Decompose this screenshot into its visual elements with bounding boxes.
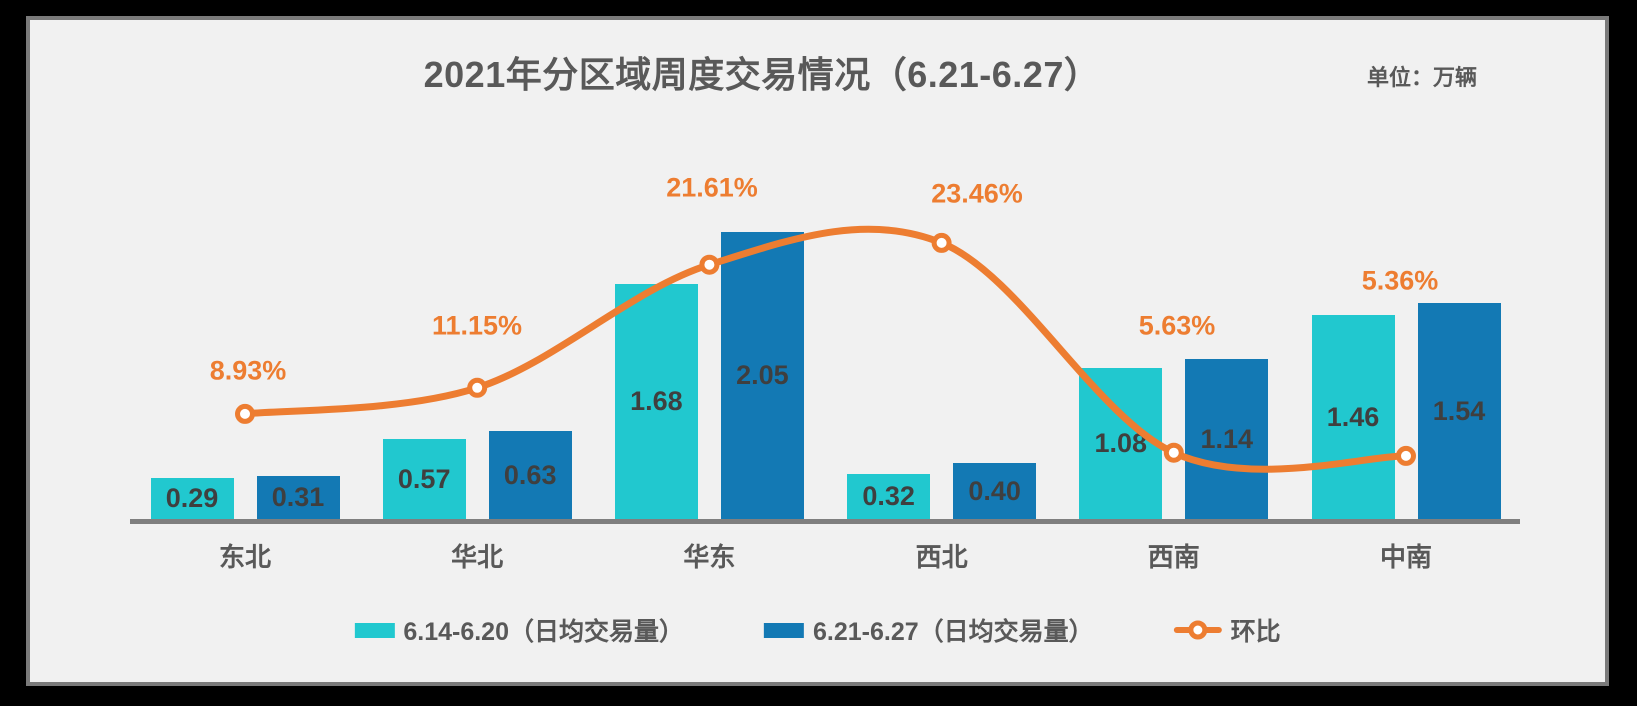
legend-item-ratio[interactable]: 环比 [1173, 612, 1281, 648]
bar-week1-中南[interactable]: 1.46 [1311, 315, 1395, 519]
legend-swatch-week2-icon [763, 622, 804, 638]
legend-swatch-week1-icon [354, 622, 395, 638]
ratio-label-东北: 8.93% [209, 355, 287, 386]
ratio-point-华北[interactable] [467, 377, 488, 398]
ratio-label-中南: 5.36% [1361, 265, 1439, 296]
x-axis-label-华东: 华东 [683, 542, 736, 572]
bar-value-label: 1.54 [1432, 395, 1486, 426]
ratio-label-西北: 23.46% [931, 178, 1023, 209]
x-axis-label-中南: 中南 [1379, 542, 1432, 572]
ratio-point-中南[interactable] [1396, 445, 1416, 466]
bar-value-label: 0.57 [397, 463, 451, 494]
bar-week1-华东[interactable]: 1.68 [614, 284, 698, 519]
bar-value-label: 1.46 [1326, 401, 1380, 432]
ratio-point-华东[interactable] [699, 254, 720, 275]
ratio-point-西南[interactable] [1163, 442, 1184, 463]
legend-item-week2[interactable]: 6.21-6.27（日均交易量） [763, 612, 1094, 648]
bar-week1-西南[interactable]: 1.08 [1079, 368, 1163, 519]
unit-label: 单位：万辆 [1366, 65, 1477, 90]
legend-line-marker-icon [1173, 620, 1222, 640]
legend: 6.14-6.20（日均交易量） 6.21-6.27（日均交易量） 环比 [354, 612, 1281, 648]
legend-label-week1: 6.14-6.20（日均交易量） [403, 618, 684, 646]
bar-value-label: 0.63 [503, 459, 557, 490]
legend-label-ratio: 环比 [1230, 618, 1281, 646]
x-axis-label-西北: 西北 [915, 542, 968, 572]
ratio-point-西北[interactable] [931, 232, 952, 253]
bar-week2-中南[interactable]: 1.54 [1417, 303, 1501, 519]
bar-week2-华东[interactable]: 2.05 [720, 232, 804, 519]
bar-week2-西北[interactable]: 0.40 [953, 463, 1037, 519]
bar-week1-西北[interactable]: 0.32 [847, 474, 931, 519]
legend-dot-icon [1188, 620, 1208, 640]
x-axis-label-华北: 华北 [451, 542, 504, 572]
bar-week2-华北[interactable]: 0.63 [488, 431, 572, 519]
chart-title: 2021年分区域周度交易情况（6.21-6.27） [423, 54, 1101, 95]
bar-value-label: 0.32 [862, 481, 915, 511]
ratio-point-东北[interactable] [235, 403, 255, 424]
bar-week1-华北[interactable]: 0.57 [382, 439, 466, 519]
bar-value-label: 0.29 [165, 483, 219, 513]
bar-value-label: 0.40 [968, 475, 1021, 506]
bar-week2-东北[interactable]: 0.31 [256, 476, 340, 519]
ratio-line-chart [235, 225, 1416, 473]
chart-card: 2021年分区域周度交易情况（6.21-6.27） 单位：万辆 0.29 0.57… [26, 16, 1609, 686]
ratio-line[interactable] [241, 225, 1410, 473]
x-axis-label-东北: 东北 [218, 542, 271, 572]
legend-item-week1[interactable]: 6.14-6.20（日均交易量） [354, 612, 684, 648]
bar-value-label: 1.68 [630, 386, 683, 416]
x-axis-label-西南: 西南 [1147, 542, 1200, 572]
x-axis-line [130, 519, 1520, 524]
ratio-label-西南: 5.63% [1138, 310, 1216, 341]
legend-label-week2: 6.21-6.27（日均交易量） [812, 618, 1094, 646]
bar-value-label: 2.05 [736, 360, 789, 390]
bar-week2-西南[interactable]: 1.14 [1185, 359, 1269, 519]
bar-value-label: 0.31 [271, 482, 325, 512]
bar-value-label: 1.14 [1200, 423, 1254, 454]
bar-week1-东北[interactable]: 0.29 [150, 478, 234, 519]
ratio-label-华北: 11.15% [431, 310, 523, 341]
ratio-label-华东: 21.61% [666, 172, 758, 203]
plot-area: 0.29 0.57 1.68 0.32 1.08 1.46 0.31 0.63 2.05 0.40… [26, 16, 1609, 686]
